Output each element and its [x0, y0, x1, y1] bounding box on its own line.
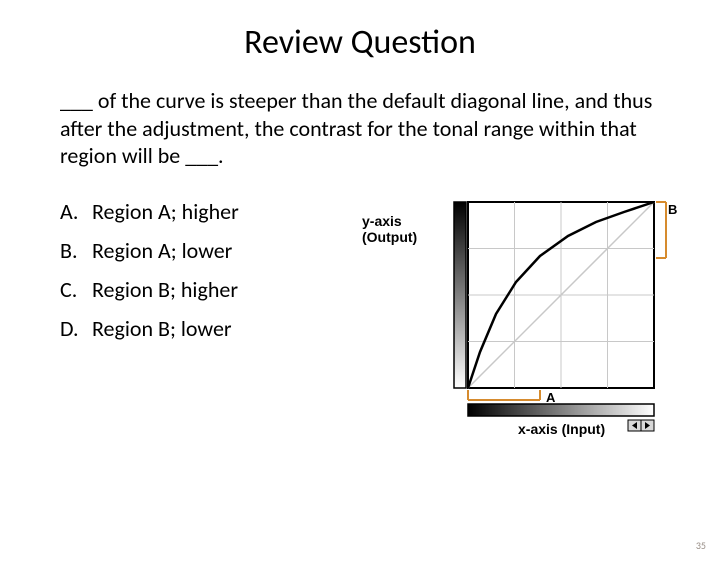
- curves-diagram: y-axis(Output) A Bx-axis (Input): [360, 192, 690, 452]
- slide-title: Review Question: [0, 22, 720, 63]
- option-b: B. Region A; lower: [60, 237, 340, 264]
- option-a: A. Region A; higher: [60, 198, 340, 225]
- option-d: D. Region B; lower: [60, 315, 340, 342]
- option-letter: B.: [60, 237, 92, 264]
- option-text: Region A; higher: [92, 198, 239, 225]
- option-letter: C.: [60, 276, 92, 303]
- svg-text:A: A: [546, 390, 556, 405]
- svg-text:(Output): (Output): [362, 229, 417, 245]
- option-c: C. Region B; higher: [60, 276, 340, 303]
- svg-text:x-axis (Input): x-axis (Input): [518, 421, 605, 437]
- page-number: 35: [696, 539, 706, 552]
- answer-options: A. Region A; higher B. Region A; lower C…: [60, 198, 340, 354]
- option-text: Region A; lower: [92, 237, 232, 264]
- svg-text:B: B: [668, 202, 677, 217]
- option-text: Region B; lower: [92, 315, 232, 342]
- svg-text:y-axis: y-axis: [362, 213, 402, 229]
- option-letter: D.: [60, 315, 92, 342]
- curves-svg: y-axis(Output) A Bx-axis (Input): [360, 192, 690, 447]
- option-letter: A.: [60, 198, 92, 225]
- option-text: Region B; higher: [92, 276, 238, 303]
- question-text: ___ of the curve is steeper than the def…: [60, 87, 680, 170]
